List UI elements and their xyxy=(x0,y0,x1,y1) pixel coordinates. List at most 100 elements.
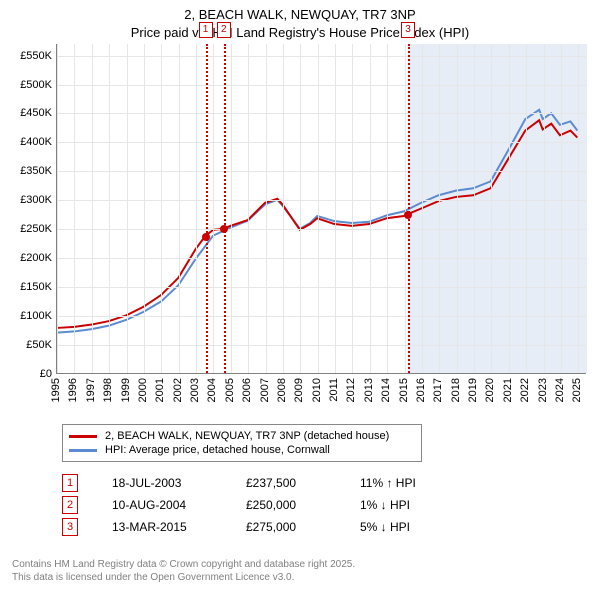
gridline-v xyxy=(266,44,267,373)
x-tick-label: 2018 xyxy=(450,378,462,402)
x-tick-label: 2011 xyxy=(328,378,340,402)
gridline-v xyxy=(127,44,128,373)
gridline-h xyxy=(57,142,586,143)
x-tick-label: 2007 xyxy=(259,378,271,402)
y-tick-label: £200K xyxy=(20,252,52,264)
gridline-h xyxy=(57,200,586,201)
sale-marker-3: 3 xyxy=(401,22,415,38)
title-block: 2, BEACH WALK, NEWQUAY, TR7 3NP Price pa… xyxy=(0,0,600,43)
sale-id-box: 1 xyxy=(62,474,78,492)
footer-line-2: This data is licensed under the Open Gov… xyxy=(12,571,355,584)
x-tick-label: 2001 xyxy=(154,378,166,402)
y-tick-label: £100K xyxy=(20,310,52,322)
gridline-v xyxy=(161,44,162,373)
x-tick-label: 2006 xyxy=(241,378,253,402)
x-tick-label: 2012 xyxy=(345,378,357,402)
sale-vline xyxy=(206,44,208,373)
x-tick-label: 2019 xyxy=(467,378,479,402)
gridline-v xyxy=(526,44,527,373)
gridline-v xyxy=(509,44,510,373)
legend-swatch xyxy=(69,449,97,452)
chart-container: 2, BEACH WALK, NEWQUAY, TR7 3NP Price pa… xyxy=(0,0,600,590)
x-tick-label: 2010 xyxy=(311,378,323,402)
sale-marker-2: 2 xyxy=(217,22,231,38)
gridline-v xyxy=(457,44,458,373)
sale-date: 18-JUL-2003 xyxy=(112,476,212,490)
gridline-v xyxy=(491,44,492,373)
gridline-v xyxy=(179,44,180,373)
gridline-v xyxy=(439,44,440,373)
sale-date: 10-AUG-2004 xyxy=(112,498,212,512)
y-tick-label: £50K xyxy=(26,339,52,351)
gridline-v xyxy=(578,44,579,373)
x-tick-label: 2024 xyxy=(554,378,566,402)
x-tick-label: 2008 xyxy=(276,378,288,402)
gridline-v xyxy=(213,44,214,373)
sale-dot-1 xyxy=(202,233,210,241)
sale-price: £237,500 xyxy=(246,476,326,490)
sale-marker-1: 1 xyxy=(199,22,213,38)
x-tick-label: 2025 xyxy=(571,378,583,402)
x-tick-label: 2005 xyxy=(224,378,236,402)
sale-date: 13-MAR-2015 xyxy=(112,520,212,534)
gridline-v xyxy=(196,44,197,373)
gridline-h xyxy=(57,316,586,317)
x-tick-label: 2020 xyxy=(484,378,496,402)
sale-dot-2 xyxy=(220,225,228,233)
gridline-v xyxy=(422,44,423,373)
x-tick-label: 2004 xyxy=(206,378,218,402)
x-tick-label: 2017 xyxy=(432,378,444,402)
y-axis: £0£50K£100K£150K£200K£250K£300K£350K£400… xyxy=(0,44,56,374)
gridline-v xyxy=(92,44,93,373)
footer: Contains HM Land Registry data © Crown c… xyxy=(12,558,355,584)
gridline-v xyxy=(74,44,75,373)
x-tick-label: 1998 xyxy=(102,378,114,402)
y-tick-label: £250K xyxy=(20,223,52,235)
sale-hpi: 11% ↑ HPI xyxy=(360,476,440,490)
sales-table: 118-JUL-2003£237,50011% ↑ HPI210-AUG-200… xyxy=(62,472,440,538)
title-line-2: Price paid vs. HM Land Registry's House … xyxy=(0,24,600,42)
gridline-h xyxy=(57,345,586,346)
gridline-v xyxy=(405,44,406,373)
chart-area: £0£50K£100K£150K£200K£250K£300K£350K£400… xyxy=(0,44,600,420)
sale-id-box: 3 xyxy=(62,518,78,536)
gridline-h xyxy=(57,287,586,288)
sale-dot-3 xyxy=(404,211,412,219)
sale-hpi: 5% ↓ HPI xyxy=(360,520,440,534)
sale-price: £275,000 xyxy=(246,520,326,534)
x-tick-label: 1995 xyxy=(50,378,62,402)
y-tick-label: £300K xyxy=(20,194,52,206)
x-tick-label: 2002 xyxy=(172,378,184,402)
sale-hpi: 1% ↓ HPI xyxy=(360,498,440,512)
gridline-h xyxy=(57,56,586,57)
sales-row: 3 13-MAR-2015 £275,000 5% ↓ HPI xyxy=(62,516,440,538)
line-series-svg xyxy=(57,44,586,373)
legend: 2, BEACH WALK, NEWQUAY, TR7 3NP (detache… xyxy=(62,424,422,462)
title-line-1: 2, BEACH WALK, NEWQUAY, TR7 3NP xyxy=(0,6,600,24)
x-tick-label: 1997 xyxy=(85,378,97,402)
y-tick-label: £400K xyxy=(20,136,52,148)
sales-row: 1 18-JUL-2003 £237,500 11% ↑ HPI xyxy=(62,472,440,494)
x-tick-label: 2014 xyxy=(380,378,392,402)
x-tick-label: 2021 xyxy=(502,378,514,402)
x-tick-label: 2000 xyxy=(137,378,149,402)
x-tick-label: 2016 xyxy=(415,378,427,402)
gridline-h xyxy=(57,258,586,259)
x-tick-label: 2015 xyxy=(398,378,410,402)
x-tick-label: 2013 xyxy=(363,378,375,402)
gridline-h xyxy=(57,113,586,114)
x-tick-label: 2009 xyxy=(293,378,305,402)
x-axis: 1995199619971998199920002001200220032004… xyxy=(56,374,586,420)
gridline-v xyxy=(335,44,336,373)
y-tick-label: £550K xyxy=(20,50,52,62)
x-tick-label: 2023 xyxy=(537,378,549,402)
gridline-v xyxy=(231,44,232,373)
sale-vline xyxy=(408,44,410,373)
gridline-v xyxy=(283,44,284,373)
y-tick-label: £350K xyxy=(20,165,52,177)
gridline-v xyxy=(57,44,58,373)
y-tick-label: £150K xyxy=(20,281,52,293)
y-tick-label: £450K xyxy=(20,107,52,119)
x-tick-label: 1999 xyxy=(120,378,132,402)
legend-label: HPI: Average price, detached house, Corn… xyxy=(105,444,330,456)
